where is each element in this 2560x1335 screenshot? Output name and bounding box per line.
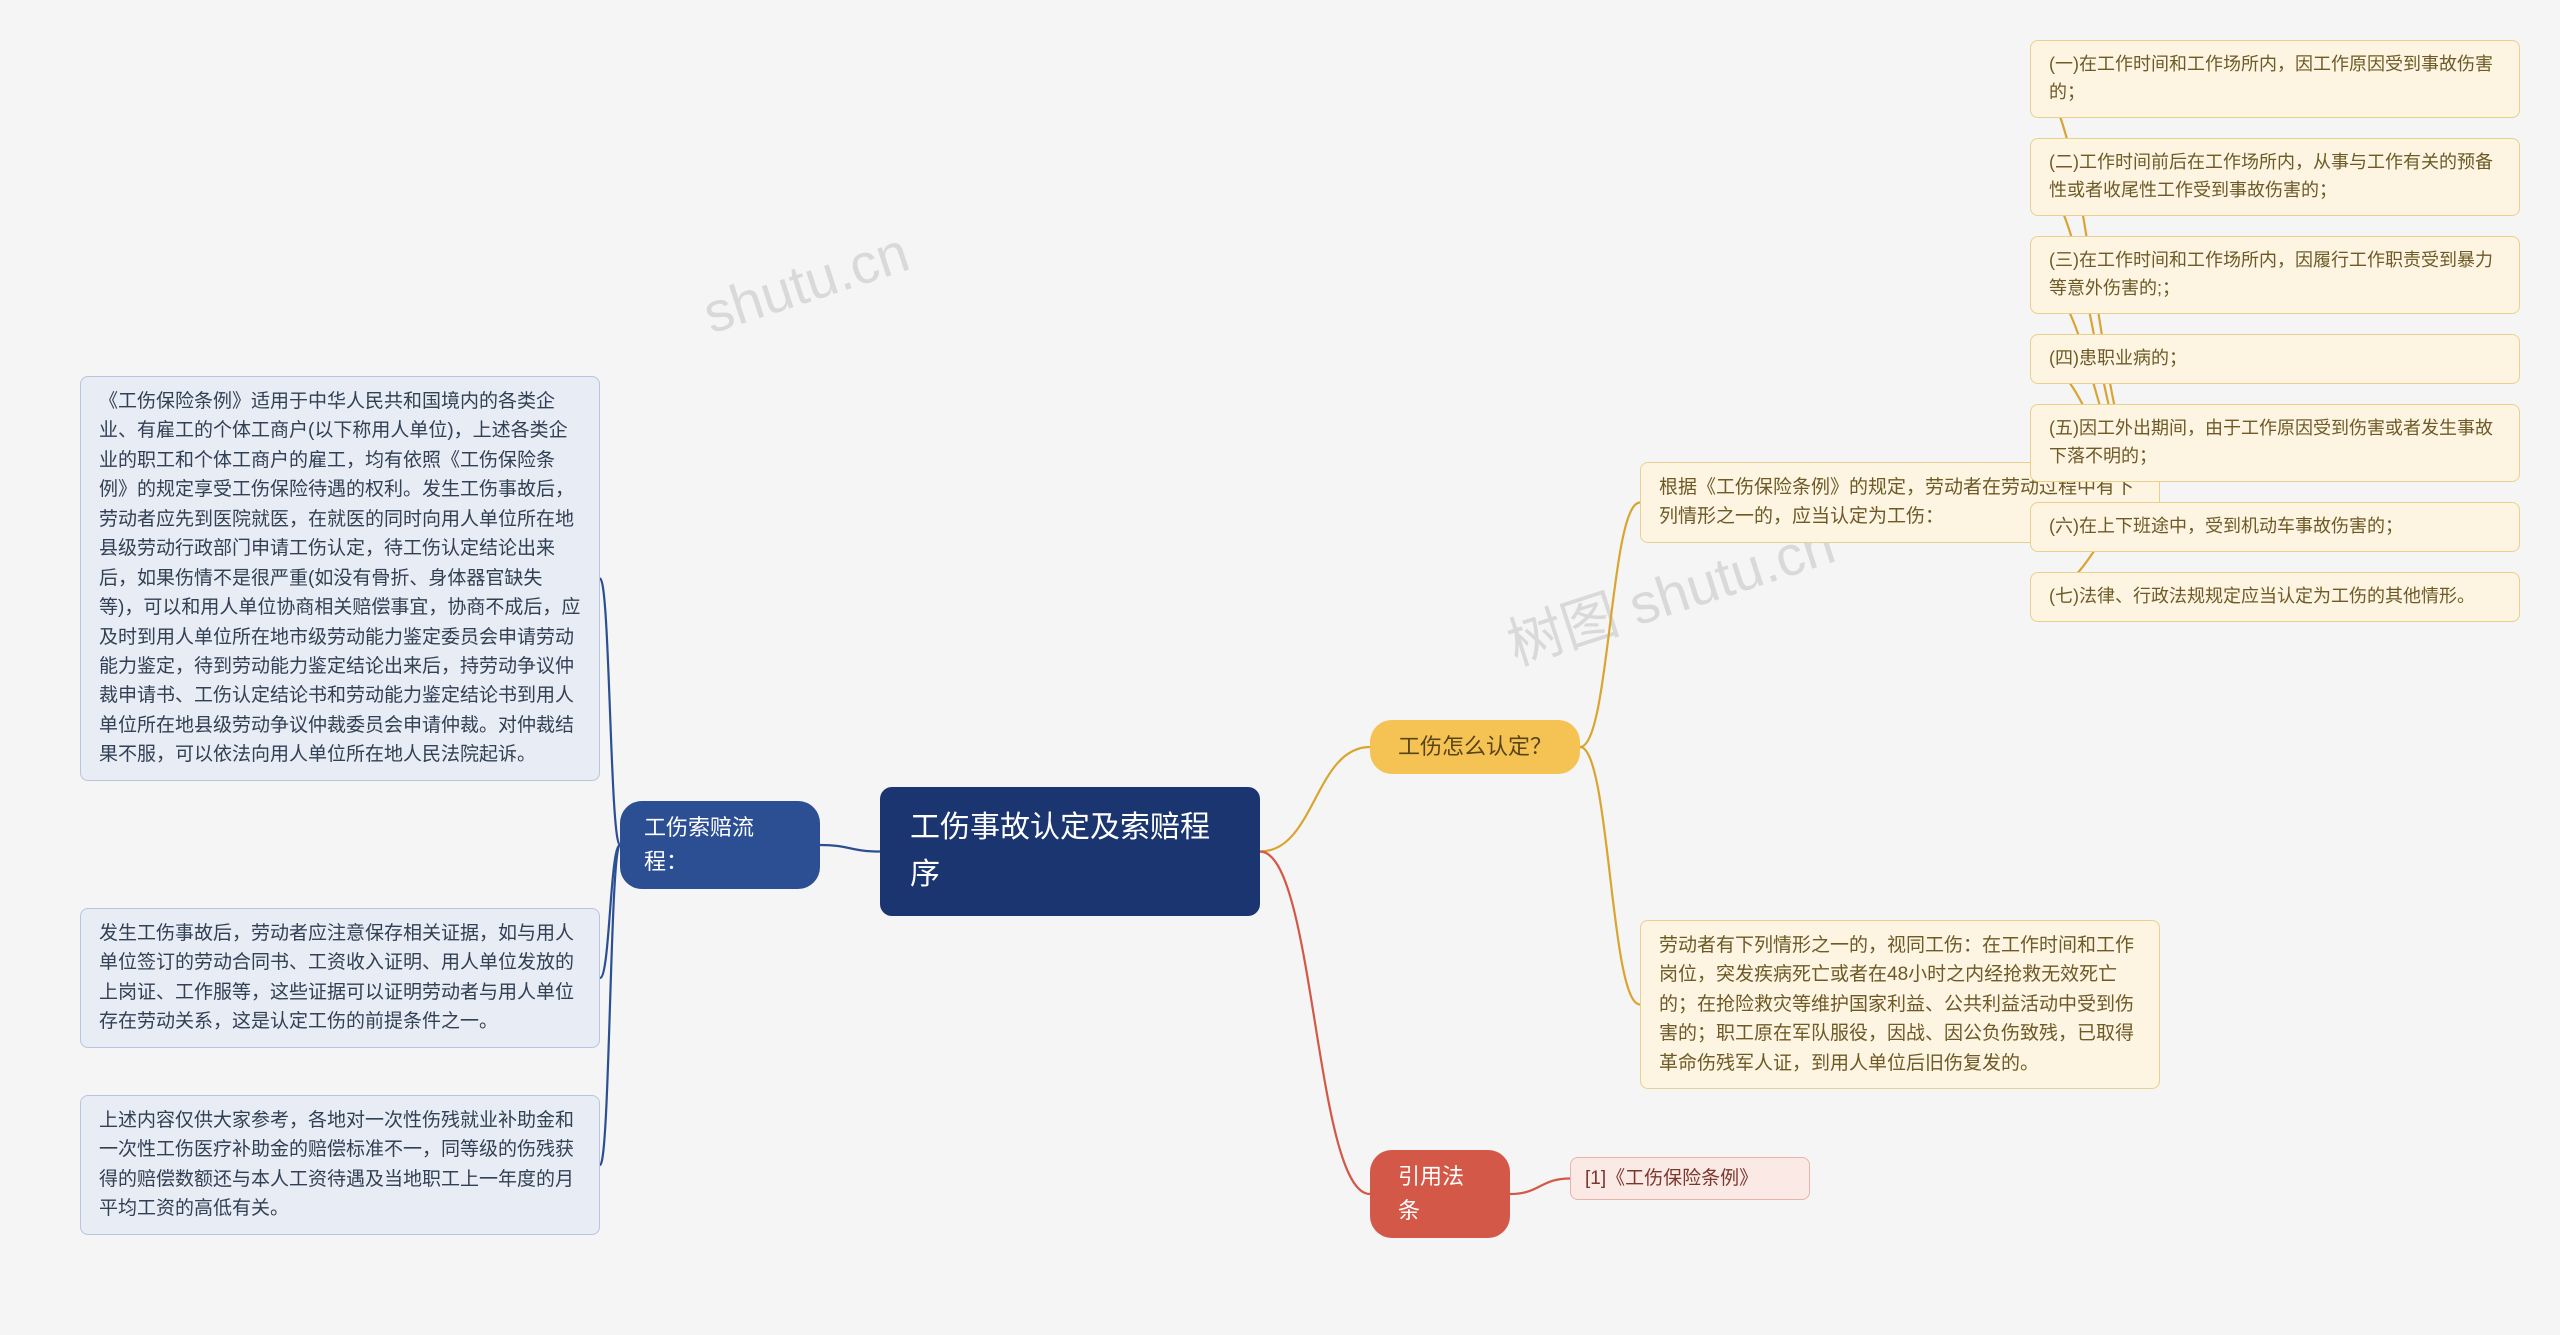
howto-leaf: (四)患职业病的；: [2030, 334, 2520, 384]
howto-leaf: (六)在上下班途中，受到机动车事故伤害的；: [2030, 502, 2520, 552]
root-node[interactable]: 工伤事故认定及索赔程序: [880, 787, 1260, 916]
mindmap-canvas: shutu.cn 树图 shutu.cn 工伤事故认定及索赔程序 工伤索赔流程：…: [0, 0, 2560, 1335]
branch-howto[interactable]: 工伤怎么认定？: [1370, 720, 1580, 774]
claim-leaf: 发生工伤事故后，劳动者应注意保存相关证据，如与用人单位签订的劳动合同书、工资收入…: [80, 908, 600, 1048]
howto-leaf: (五)因工外出期间，由于工作原因受到伤害或者发生事故下落不明的；: [2030, 404, 2520, 482]
watermark: shutu.cn: [695, 219, 916, 346]
branch-cite[interactable]: 引用法条: [1370, 1150, 1510, 1238]
claim-leaf: 《工伤保险条例》适用于中华人民共和国境内的各类企业、有雇工的个体工商户(以下称用…: [80, 376, 600, 781]
howto-leaf: (一)在工作时间和工作场所内，因工作原因受到事故伤害的；: [2030, 40, 2520, 118]
howto-leaf: (七)法律、行政法规规定应当认定为工伤的其他情形。: [2030, 572, 2520, 622]
howto-leaf: (三)在工作时间和工作场所内，因履行工作职责受到暴力等意外伤害的;；: [2030, 236, 2520, 314]
cite-leaf: [1]《工伤保险条例》: [1570, 1157, 1810, 1200]
howto-sub: 劳动者有下列情形之一的，视同工伤：在工作时间和工作岗位，突发疾病死亡或者在48小…: [1640, 920, 2160, 1089]
claim-leaf: 上述内容仅供大家参考，各地对一次性伤残就业补助金和一次性工伤医疗补助金的赔偿标准…: [80, 1095, 600, 1235]
howto-leaf: (二)工作时间前后在工作场所内，从事与工作有关的预备性或者收尾性工作受到事故伤害…: [2030, 138, 2520, 216]
branch-claim[interactable]: 工伤索赔流程：: [620, 801, 820, 889]
